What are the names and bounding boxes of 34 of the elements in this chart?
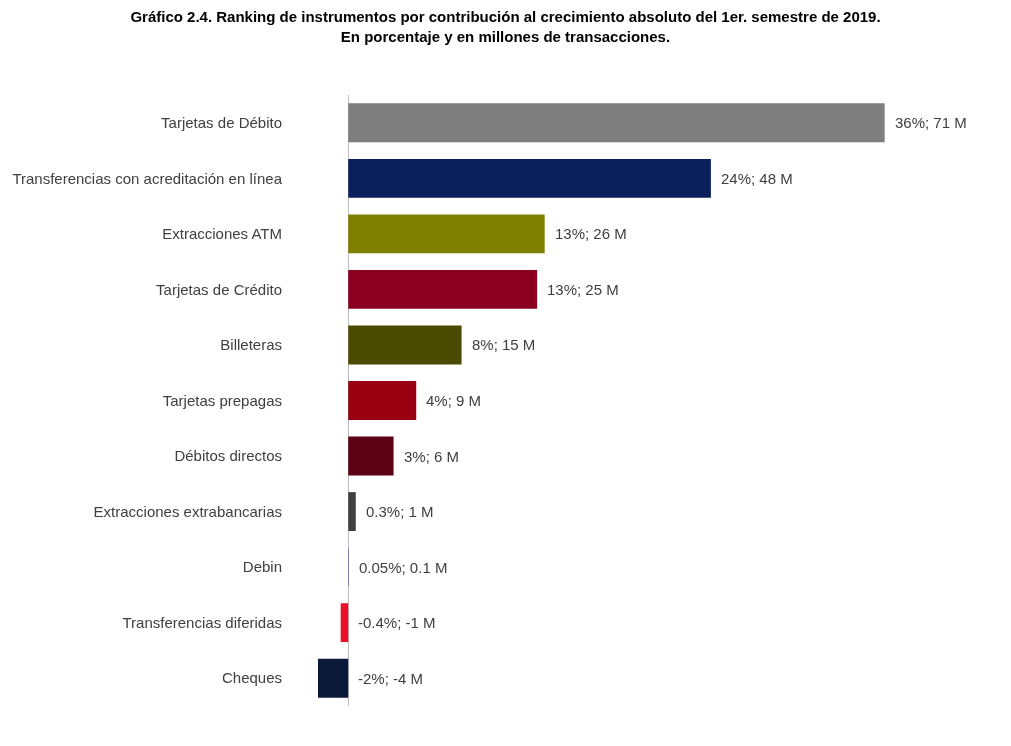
bar: [318, 658, 349, 698]
bar: [340, 603, 349, 643]
data-label: 4%; 9 M: [426, 392, 482, 409]
data-label: 3%; 6 M: [404, 448, 460, 465]
chart-title: Gráfico 2.4. Ranking de instrumentos por contribución al crecimiento absoluto del 1er. semestre de 2019.: [130, 8, 881, 26]
bar: [348, 381, 417, 420]
data-label: -2%; -4 M: [358, 670, 424, 687]
y-tick-label: Debin: [242, 558, 282, 576]
y-tick-label: Billeteras: [220, 336, 282, 354]
data-label: 8%; 15 M: [472, 336, 536, 353]
data-label: 0.3%; 1 M: [366, 503, 434, 520]
bar: [348, 269, 538, 309]
data-label: 13%; 25 M: [547, 281, 619, 298]
data-label: 0.05%; 0.1 M: [359, 559, 448, 576]
chart-subtitle: En porcentaje y en millones de transacciones.: [340, 27, 671, 45]
bar: [348, 158, 711, 198]
data-label: 13%; 26 M: [555, 225, 627, 242]
y-tick-label: Extracciones extrabancarias: [93, 502, 282, 520]
y-tick-label: Transferencias diferidas: [122, 613, 282, 631]
y-tick-label: Cheques: [221, 669, 282, 687]
bar: [348, 436, 394, 476]
bar: [348, 492, 356, 532]
y-tick-label: Transferencias con acreditación en línea: [12, 169, 283, 187]
y-tick-label: Tarjetas prepagas: [162, 391, 282, 409]
data-label: 36%; 71 M: [895, 114, 967, 131]
data-label: -0.4%; -1 M: [358, 614, 436, 631]
bar: [348, 214, 545, 254]
y-tick-label: Débitos directos: [174, 447, 282, 465]
y-tick-label: Tarjetas de Crédito: [156, 280, 282, 298]
y-tick-label: Extracciones ATM: [162, 225, 282, 243]
bar: [348, 103, 885, 143]
bar: [348, 325, 462, 365]
data-label: 24%; 48 M: [721, 170, 793, 187]
y-tick-label: Tarjetas de Débito: [161, 114, 282, 132]
